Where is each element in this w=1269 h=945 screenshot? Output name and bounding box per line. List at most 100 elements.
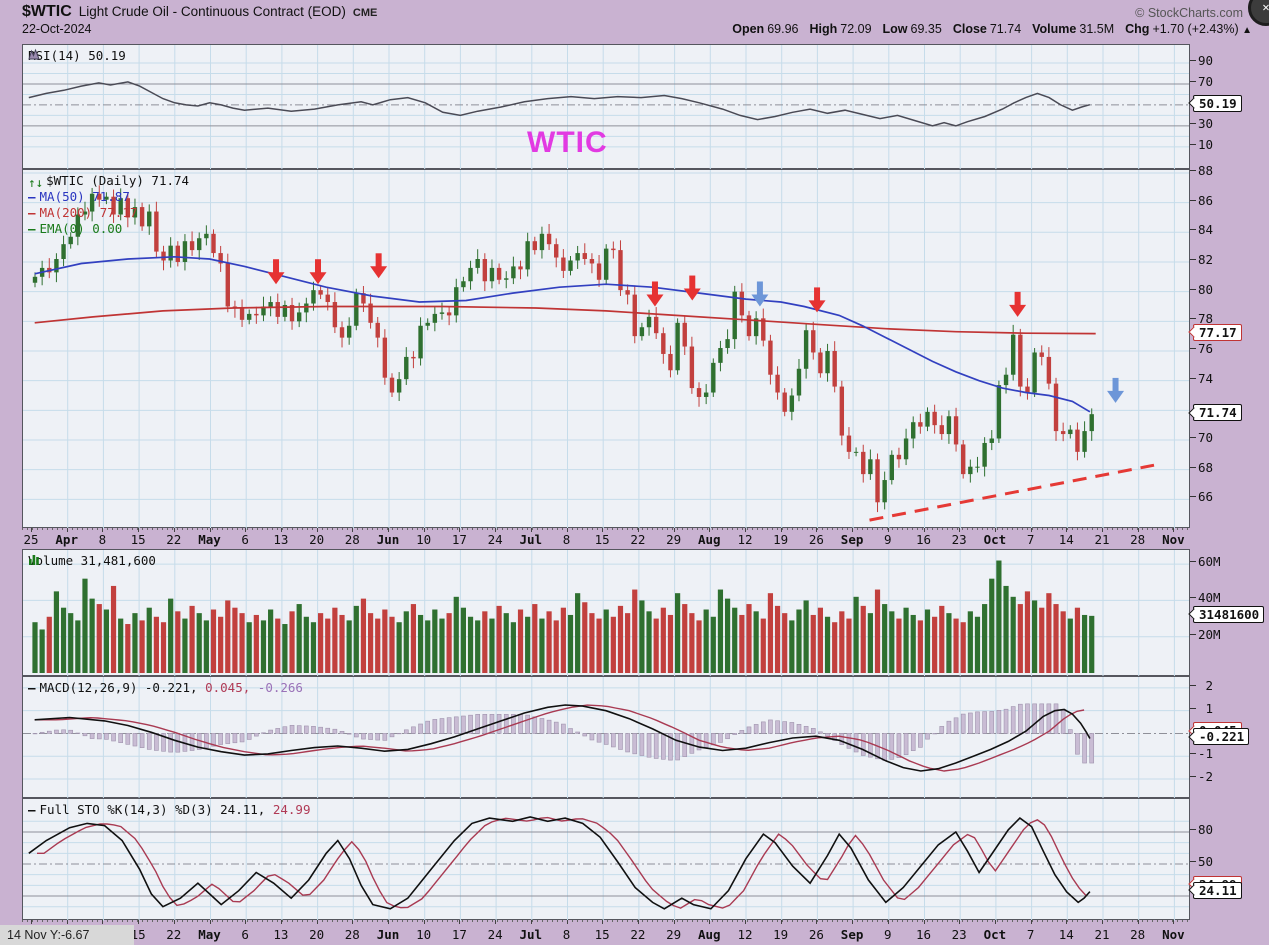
x-axis-label: 6: [241, 532, 249, 547]
rsi-axis-label: 10: [1190, 137, 1213, 152]
week-tick: [673, 920, 675, 924]
price-legend-title: ↑↓ $WTIC (Daily) 71.74: [28, 173, 190, 190]
week-tick: [209, 528, 211, 532]
week-tick: [1030, 920, 1032, 924]
blue-down-arrow-icon: [1107, 377, 1125, 403]
x-axis-label: 15: [594, 532, 610, 547]
quote-change: Chg +1.70 (+2.43%) ▲: [1125, 22, 1252, 36]
x-axis-label: Aug: [698, 927, 721, 942]
wtic-watermark: WTIC: [527, 126, 608, 159]
sto-axis-label: 50: [1190, 854, 1213, 869]
x-axis-label: 25: [23, 532, 39, 547]
copyright: © StockCharts.com: [1135, 6, 1243, 20]
volume-panel: Volume 31,481,600: [22, 549, 1190, 677]
week-tick: [709, 528, 711, 532]
week-tick: [1066, 528, 1068, 532]
x-axis-label: 29: [666, 532, 682, 547]
ema-swatch-icon: —: [28, 221, 36, 236]
macd-legend: — MACD(12,26,9) -0.221, 0.045, -0.266: [28, 680, 303, 695]
x-axis-label: 29: [666, 927, 682, 942]
week-tick: [423, 528, 425, 532]
x-axis-label: 21: [1094, 532, 1110, 547]
price-value-tag: 77.17: [1193, 323, 1242, 341]
week-tick: [566, 528, 568, 532]
circle-badge-icon[interactable]: ✕: [1248, 0, 1269, 26]
week-tick: [280, 920, 282, 924]
price-axis-label: 76: [1190, 341, 1213, 356]
week-tick: [31, 920, 32, 924]
x-axis-label: 22: [166, 532, 182, 547]
week-tick: [316, 920, 318, 924]
sto-value-tag: 24.11: [1193, 881, 1242, 899]
macd-signal-line: [34, 704, 1085, 772]
macd-swatch-icon: —: [28, 680, 36, 695]
x-axis-label: 28: [344, 532, 360, 547]
volume-bars-icon: [29, 555, 39, 565]
price-axis-label: 86: [1190, 193, 1213, 208]
red-down-arrow-icon: [1009, 291, 1027, 317]
sto-axis-label: 80: [1190, 822, 1213, 837]
price-axis-label: 78: [1190, 311, 1213, 326]
sto-chart-canvas: [23, 799, 1189, 921]
week-tick: [959, 528, 961, 532]
x-axis-label: May: [198, 532, 221, 547]
week-tick: [173, 920, 175, 924]
quote-close: Close 71.74: [952, 22, 1022, 36]
week-tick: [138, 528, 140, 532]
week-tick: [1030, 528, 1032, 532]
y-axis-gutter: 90 70 30 10 50.19 88 86 84 82 80 78 76 74 70 68 66 77.17…: [1190, 0, 1269, 945]
week-tick: [887, 920, 889, 924]
red-down-arrow-icon: [267, 259, 285, 285]
macd-axis-label: -1: [1190, 746, 1213, 761]
instrument-title: Light Crude Oil - Continuous Contract (E…: [78, 4, 346, 19]
week-tick: [459, 528, 461, 532]
week-tick: [173, 528, 175, 532]
rsi-legend: RSI(14) 50.19: [28, 48, 126, 63]
change-up-arrow-icon: ▲: [1242, 25, 1252, 36]
x-axis-label: 9: [884, 927, 892, 942]
rsi-panel: RSI(14) 50.19: [22, 44, 1190, 170]
rsi-mountain-icon: [28, 48, 40, 60]
x-axis-label: May: [198, 927, 221, 942]
week-tick: [316, 528, 318, 532]
week-tick: [352, 528, 354, 532]
x-axis-label: 7: [1026, 532, 1035, 547]
price-axis-label: 80: [1190, 282, 1213, 297]
stochastics-panel: — Full STO %K(14,3) %D(3) 24.11, 24.99: [22, 798, 1190, 921]
x-axis-label: Jun: [376, 927, 400, 942]
week-tick: [602, 528, 604, 532]
x-axis-label: 17: [451, 532, 467, 547]
price-axis-label: 84: [1190, 222, 1213, 237]
ma50-legend: — MA(50) 71.87: [28, 189, 130, 204]
axis-tick-row: [22, 528, 1190, 530]
week-tick: [423, 920, 425, 924]
x-axis-label: 24: [487, 532, 503, 547]
week-tick: [459, 920, 461, 924]
week-tick: [637, 528, 639, 532]
week-tick: [780, 920, 782, 924]
week-tick: [138, 920, 140, 924]
quote-open: Open 69.96: [732, 22, 799, 36]
week-tick: [745, 920, 746, 924]
macd-axis-label: -2: [1190, 769, 1213, 784]
x-axis-label: 10: [416, 532, 432, 547]
week-tick: [495, 528, 497, 532]
week-tick: [245, 528, 247, 532]
week-tick: [816, 920, 818, 924]
x-axis-label: 15: [130, 532, 146, 547]
quote-date: 22-Oct-2024: [22, 22, 92, 36]
x-axis-label: 14: [1058, 532, 1074, 547]
week-tick: [959, 920, 961, 924]
red-down-arrow-icon: [309, 259, 327, 285]
week-tick: [495, 920, 497, 924]
week-tick: [1102, 920, 1103, 924]
price-legend: ↑↓ $WTIC (Daily) 71.74 — MA(50) 71.87 — MA(…: [28, 173, 189, 237]
x-axis-label: Nov: [1162, 927, 1185, 942]
chart-header: $WTIC Light Crude Oil - Continuous Contra…: [22, 3, 377, 21]
blue-down-arrow-icon: [751, 281, 769, 307]
sto-k-line: [28, 816, 1091, 910]
x-axis-label: 8: [562, 927, 571, 942]
x-axis-label: 23: [951, 532, 967, 547]
week-tick: [1137, 920, 1139, 924]
x-axis-label: 19: [773, 927, 789, 942]
